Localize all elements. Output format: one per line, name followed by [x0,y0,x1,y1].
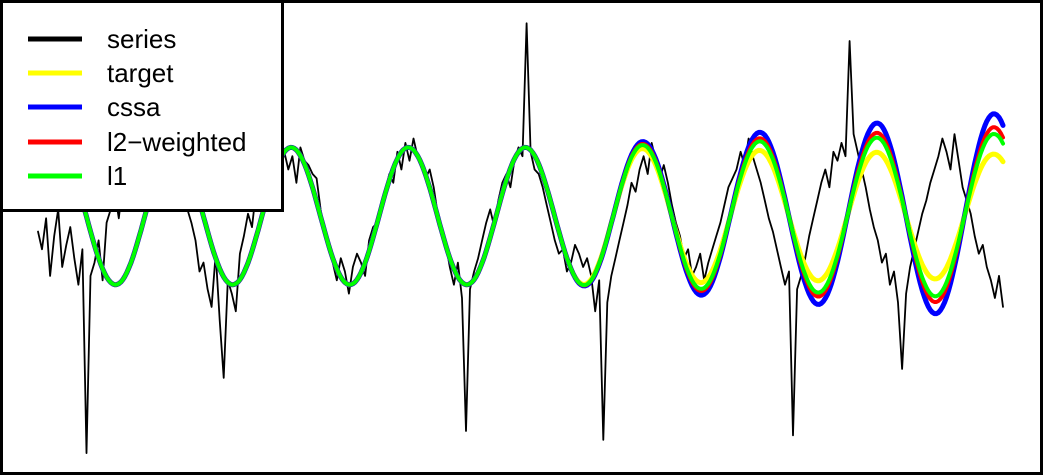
legend-label-l2-weighted: l2−weighted [107,127,247,157]
legend-label-target: target [107,58,174,88]
legend: series target cssa l2−weighted l1 [0,0,284,212]
legend-label-l1: l1 [107,161,127,191]
legend-label-series: series [107,24,176,54]
legend-label-cssa: cssa [107,92,161,122]
